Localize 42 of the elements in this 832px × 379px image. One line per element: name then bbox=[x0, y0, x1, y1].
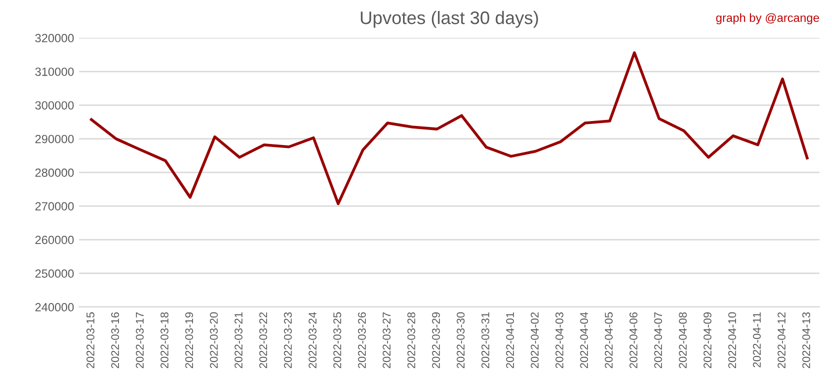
x-tick-label: 2022-03-31 bbox=[481, 312, 490, 368]
x-tick-label: 2022-04-13 bbox=[802, 312, 810, 368]
x-tick-label: 2022-03-20 bbox=[210, 312, 218, 368]
x-tick-label: 2022-03-30 bbox=[456, 312, 465, 368]
y-tick-label: 260000 bbox=[35, 236, 74, 244]
y-tick-label: 280000 bbox=[35, 168, 74, 177]
chart-title: Upvotes (last 30 days) bbox=[360, 10, 538, 28]
x-tick-label: 2022-03-29 bbox=[432, 312, 440, 368]
line-series bbox=[90, 51, 809, 206]
x-tick-label: 2022-03-19 bbox=[185, 312, 194, 368]
x-tick-label: 2022-03-23 bbox=[284, 312, 292, 368]
x-tick-label: 2022-03-25 bbox=[333, 312, 342, 368]
y-tick-label: 290000 bbox=[35, 134, 74, 144]
y-tick-label: 250000 bbox=[35, 269, 74, 278]
x-tick-label: 2022-03-15 bbox=[86, 312, 94, 368]
x-tick-label: 2022-04-04 bbox=[580, 312, 588, 368]
y-tick-label: 270000 bbox=[35, 202, 74, 210]
x-tick-label: 2022-03-28 bbox=[407, 312, 416, 368]
x-tick-label: 2022-04-01 bbox=[506, 312, 514, 368]
y-tick-label: 310000 bbox=[35, 68, 74, 76]
x-tick-label: 2022-04-12 bbox=[778, 312, 786, 368]
x-tick-label: 2022-03-18 bbox=[160, 312, 168, 368]
x-tick-label: 2022-04-06 bbox=[630, 312, 638, 368]
x-tick-label: 2022-03-24 bbox=[308, 312, 317, 368]
x-tick-label: 2022-04-10 bbox=[728, 312, 736, 368]
x-tick-label: 2022-04-11 bbox=[752, 312, 761, 368]
y-tick-label: 240000 bbox=[35, 303, 74, 312]
x-tick-label: 2022-03-26 bbox=[358, 312, 366, 368]
x-tick-label: 2022-04-09 bbox=[704, 312, 712, 368]
x-tick-label: 2022-03-21 bbox=[234, 312, 242, 368]
x-tick-label: 2022-04-07 bbox=[654, 312, 662, 368]
x-tick-label: 2022-04-02 bbox=[530, 312, 539, 368]
x-tick-label: 2022-03-17 bbox=[136, 312, 144, 368]
x-tick-label: 2022-03-16 bbox=[111, 312, 120, 368]
text: graph by @arcange bbox=[716, 13, 820, 24]
x-tick-label: 2022-03-27 bbox=[382, 312, 391, 368]
y-tick-label: 320000 bbox=[35, 34, 74, 42]
x-tick-label: 2022-03-22 bbox=[259, 312, 268, 368]
x-tick-label: 2022-04-05 bbox=[604, 312, 613, 368]
x-tick-label: 2022-04-08 bbox=[678, 312, 687, 368]
y-tick-label: 300000 bbox=[35, 101, 74, 110]
x-tick-label: 2022-04-03 bbox=[555, 312, 564, 368]
